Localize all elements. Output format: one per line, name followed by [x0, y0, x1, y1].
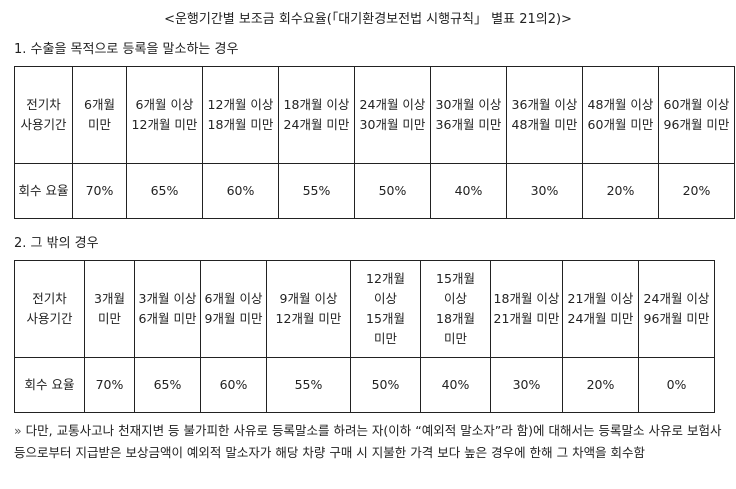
rate-label-cell: 회수 요율 [14, 163, 73, 219]
rate-label-cell: 회수 요율 [14, 357, 85, 413]
header-label-cell: 전기차 사용기간 [14, 260, 85, 358]
rate-cell: 20% [658, 163, 735, 219]
period-cell: 18개월 이상 24개월 미만 [278, 66, 355, 164]
period-cell: 60개월 이상 96개월 미만 [658, 66, 735, 164]
recovery-rate-table-export: 전기차 사용기간 6개월 미만 6개월 이상 12개월 미만 12개월 이상 1… [14, 66, 735, 219]
rate-cell: 55% [266, 357, 351, 413]
period-cell: 6개월 미만 [72, 66, 127, 164]
double-chevron-icon: » [14, 423, 22, 438]
section-1-heading: 1. 수출을 목적으로 등록을 말소하는 경우 [14, 42, 239, 57]
rate-cell: 30% [506, 163, 583, 219]
rate-cell: 50% [350, 357, 421, 413]
rate-cell: 0% [638, 357, 715, 413]
rate-cell: 70% [72, 163, 127, 219]
period-cell: 48개월 이상 60개월 미만 [582, 66, 659, 164]
period-cell: 6개월 이상 9개월 미만 [200, 260, 267, 358]
period-row: 전기차 사용기간 6개월 미만 6개월 이상 12개월 미만 12개월 이상 1… [14, 66, 735, 164]
rate-row: 회수 요율 70% 65% 60% 55% 50% 40% 30% 20% 20… [14, 163, 735, 219]
rate-cell: 65% [126, 163, 203, 219]
section-2-heading: 2. 그 밖의 경우 [14, 236, 99, 251]
rate-cell: 40% [420, 357, 491, 413]
recovery-rate-table-other: 전기차 사용기간 3개월 미만 3개월 이상 6개월 미만 6개월 이상 9개월… [14, 260, 715, 413]
rate-cell: 70% [84, 357, 135, 413]
period-cell: 24개월 이상 96개월 미만 [638, 260, 715, 358]
page-title: <운행기간별 보조금 회수요율(「대기환경보전법 시행규칙」 별표 21의2)> [164, 12, 572, 27]
rate-cell: 50% [354, 163, 431, 219]
rate-row: 회수 요율 70% 65% 60% 55% 50% 40% 30% 20% 0% [14, 357, 715, 413]
rate-cell: 55% [278, 163, 355, 219]
rate-cell: 40% [430, 163, 507, 219]
period-cell: 36개월 이상 48개월 미만 [506, 66, 583, 164]
period-cell: 12개월 이상 18개월 미만 [202, 66, 279, 164]
period-cell: 24개월 이상 30개월 미만 [354, 66, 431, 164]
rate-cell: 20% [562, 357, 639, 413]
period-cell: 30개월 이상 36개월 미만 [430, 66, 507, 164]
footnote: » 다만, 교통사고나 천재지변 등 불가피한 사유로 등록말소를 하려는 자(이… [14, 420, 724, 464]
period-row: 전기차 사용기간 3개월 미만 3개월 이상 6개월 미만 6개월 이상 9개월… [14, 260, 715, 358]
period-cell: 3개월 미만 [84, 260, 135, 358]
period-cell: 9개월 이상 12개월 미만 [266, 260, 351, 358]
rate-cell: 60% [200, 357, 267, 413]
rate-cell: 60% [202, 163, 279, 219]
footnote-text: 다만, 교통사고나 천재지변 등 불가피한 사유로 등록말소를 하려는 자(이하… [14, 423, 722, 460]
period-cell: 3개월 이상 6개월 미만 [134, 260, 201, 358]
header-label-cell: 전기차 사용기간 [14, 66, 73, 164]
period-cell: 15개월 이상 18개월 미만 [420, 260, 491, 358]
period-cell: 12개월 이상 15개월 미만 [350, 260, 421, 358]
rate-cell: 30% [490, 357, 563, 413]
period-cell: 18개월 이상 21개월 미만 [490, 260, 563, 358]
rate-cell: 20% [582, 163, 659, 219]
rate-cell: 65% [134, 357, 201, 413]
period-cell: 6개월 이상 12개월 미만 [126, 66, 203, 164]
period-cell: 21개월 이상 24개월 미만 [562, 260, 639, 358]
